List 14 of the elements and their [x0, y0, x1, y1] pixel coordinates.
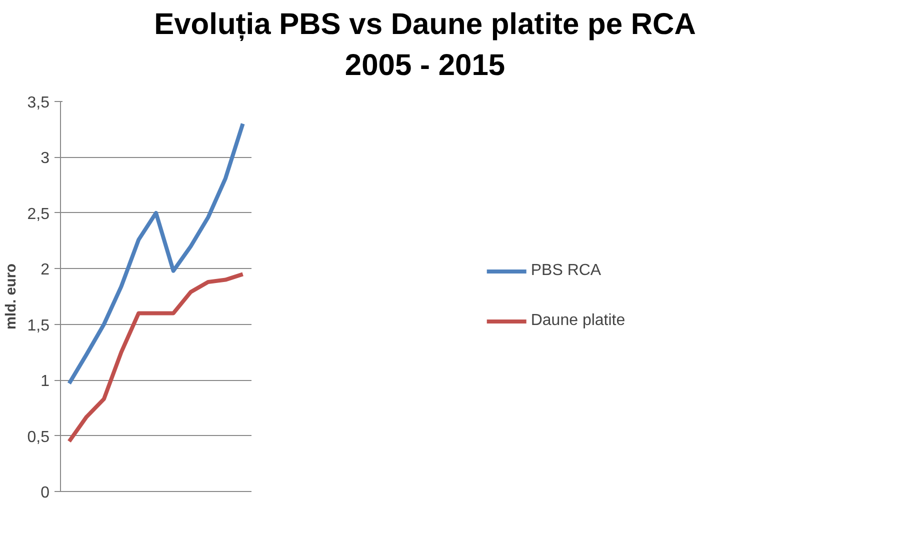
y-tick-label: 2	[40, 262, 50, 279]
y-tick-label: 3,5	[27, 94, 50, 112]
text: Evoluția PBS vs Daune platite pe RCA 2005 - 2015	[154, 7, 696, 84]
y-tick-label: 1,5	[27, 317, 50, 334]
legend-label: Daune platite	[530, 312, 626, 330]
legend-label: PBS RCA	[530, 262, 602, 280]
y-tick-label: 0,5	[27, 428, 50, 446]
y-tick-label: 2,5	[27, 206, 50, 223]
line-series	[67, 122, 245, 386]
y-tick-label: 3	[40, 150, 50, 168]
y-tick-label: 0	[40, 484, 50, 502]
y-tick-label: 1	[40, 373, 50, 390]
line-series	[67, 272, 245, 444]
y-axis-title: mld. euro	[3, 263, 20, 330]
